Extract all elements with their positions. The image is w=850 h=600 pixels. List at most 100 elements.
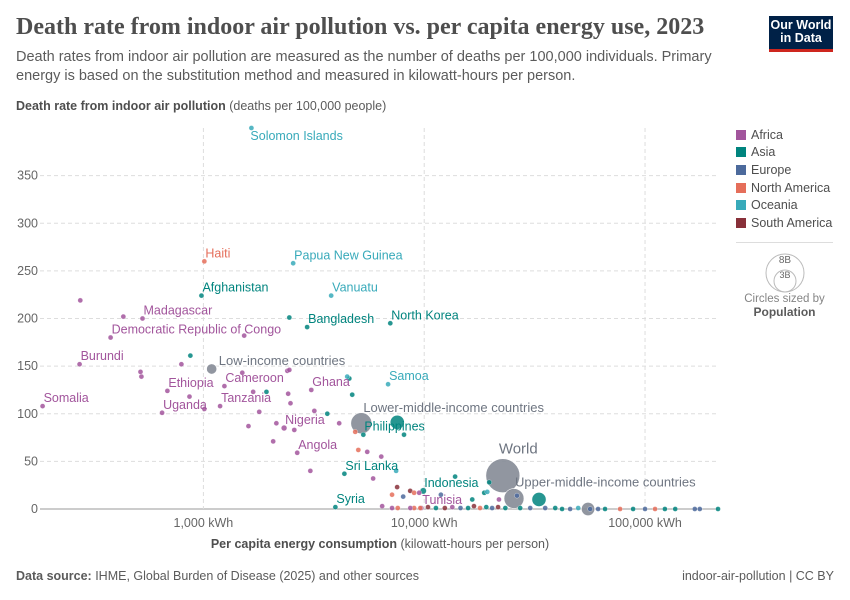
data-point[interactable] [311,408,317,414]
data-point[interactable] [630,506,636,512]
data-point[interactable] [715,506,721,512]
data-point[interactable] [379,503,385,509]
data-point[interactable] [245,423,252,429]
data-point[interactable] [527,505,533,511]
data-point[interactable] [389,492,395,498]
data-point[interactable] [178,361,185,367]
data-point[interactable] [201,406,207,412]
data-point[interactable] [307,468,313,474]
data-point[interactable] [642,506,648,512]
data-point[interactable] [349,392,355,398]
data-point[interactable] [496,496,502,503]
data-point[interactable] [417,505,423,511]
data-point[interactable] [452,473,458,480]
data-point[interactable] [662,506,668,512]
data-point[interactable] [400,493,406,500]
data-point[interactable] [341,471,348,477]
data-point[interactable] [281,425,288,432]
data-point[interactable] [290,260,296,266]
legend-item-south-america[interactable]: South America [736,214,833,232]
data-point[interactable] [286,367,292,373]
data-point[interactable] [477,505,483,511]
chart-slug-license[interactable]: indoor-air-pollution | CC BY [682,569,834,583]
data-point[interactable] [602,506,608,512]
data-point[interactable] [483,504,489,510]
data-point[interactable] [285,391,291,397]
data-point[interactable] [198,292,205,299]
data-point[interactable] [270,438,276,445]
data-point[interactable] [425,504,431,510]
owid-logo[interactable]: Our World in Data [769,16,833,52]
legend-item-europe[interactable]: Europe [736,161,833,179]
data-point[interactable] [438,492,444,498]
data-point[interactable] [469,496,475,503]
data-point[interactable] [387,320,393,326]
data-point[interactable] [273,420,280,426]
data-point[interactable] [489,505,495,511]
data-point[interactable] [76,361,83,367]
data-point[interactable] [344,373,350,380]
data-point[interactable] [559,506,565,512]
data-point[interactable] [652,506,658,512]
data-point[interactable] [442,505,448,511]
data-point[interactable] [187,352,194,359]
data-point[interactable] [465,505,471,511]
data-point[interactable] [378,453,384,460]
data-point[interactable] [291,427,297,433]
data-point[interactable] [389,505,395,511]
data-point[interactable] [364,449,370,455]
data-point[interactable] [495,504,501,510]
data-point[interactable] [542,505,548,511]
data-point[interactable] [433,505,439,511]
data-point[interactable] [517,505,523,511]
data-point[interactable] [186,393,193,400]
data-point[interactable] [304,324,310,330]
data-point[interactable] [263,389,270,395]
data-point[interactable] [370,475,376,482]
data-point[interactable] [502,505,508,511]
data-point[interactable] [221,383,228,389]
data-point[interactable] [394,484,400,490]
data-point[interactable] [587,506,593,512]
data-point[interactable] [514,493,520,499]
data-point[interactable] [287,400,294,406]
data-point[interactable] [332,504,339,510]
data-point[interactable] [360,432,366,438]
data-point[interactable] [385,381,391,387]
data-point[interactable] [485,458,521,493]
data-point[interactable] [389,414,405,430]
data-point[interactable] [352,429,358,435]
data-point[interactable] [595,506,601,512]
data-point[interactable] [206,363,218,375]
data-point[interactable] [120,313,126,320]
data-point[interactable] [336,420,342,426]
data-point[interactable] [486,479,492,485]
data-point[interactable] [201,258,207,265]
data-point[interactable] [159,410,165,416]
data-point[interactable] [248,125,255,131]
data-point[interactable] [324,411,330,417]
data-point[interactable] [164,388,171,394]
data-point[interactable] [457,505,464,511]
data-point[interactable] [471,503,477,509]
data-point[interactable] [484,489,490,495]
data-point[interactable] [617,506,623,512]
data-point[interactable] [139,315,146,322]
data-point[interactable] [567,506,573,512]
data-point[interactable] [294,450,300,456]
data-point[interactable] [395,505,401,511]
data-point[interactable] [241,332,247,339]
data-point[interactable] [697,506,703,512]
data-point[interactable] [308,387,314,393]
legend-item-africa[interactable]: Africa [736,126,833,144]
data-point[interactable] [407,505,413,511]
data-point[interactable] [575,505,581,511]
data-point[interactable] [39,403,46,409]
data-point[interactable] [411,490,417,496]
data-point[interactable] [256,409,262,415]
data-point[interactable] [672,506,678,512]
data-point[interactable] [449,504,455,510]
data-point[interactable] [138,373,145,380]
data-point[interactable] [355,447,361,453]
data-point[interactable] [692,506,698,512]
